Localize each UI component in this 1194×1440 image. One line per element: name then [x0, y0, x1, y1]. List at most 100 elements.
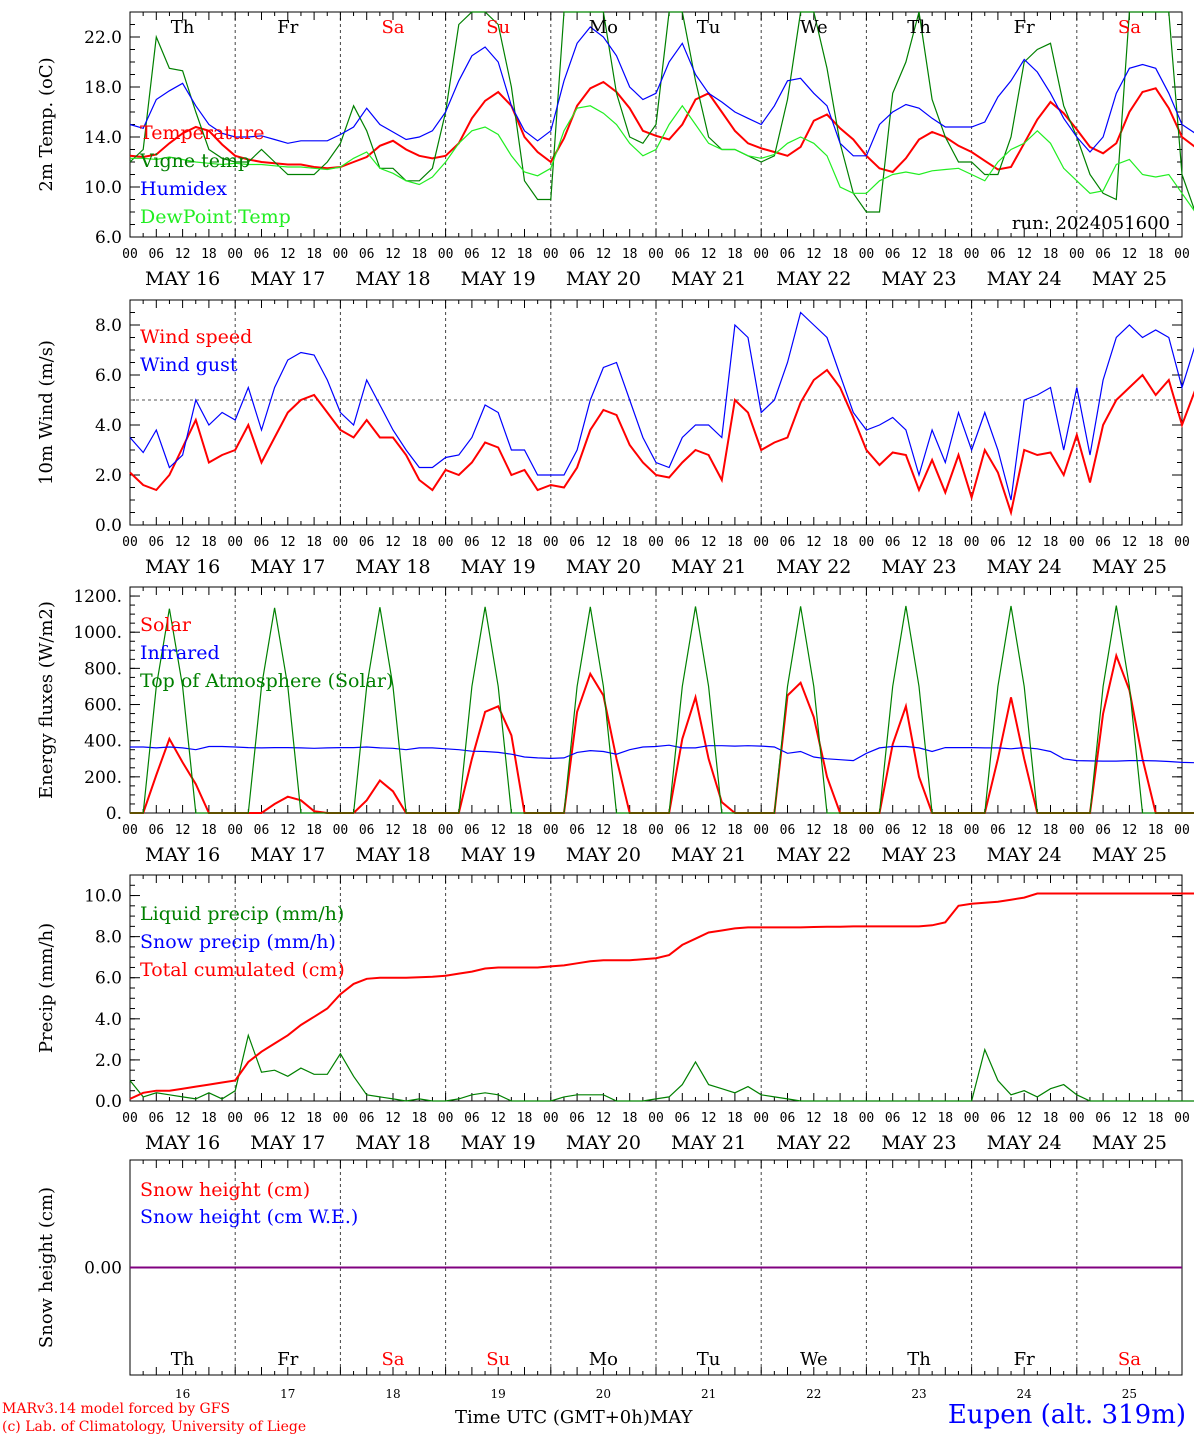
hour-label: 06 [885, 823, 901, 838]
date-label: MAY 24 [987, 1132, 1062, 1154]
legend-entry: Solar [140, 614, 192, 636]
hour-label: 18 [622, 823, 638, 838]
date-label: MAY 18 [355, 556, 430, 578]
weekday-label: Sa [1118, 1349, 1141, 1370]
date-label: MAY 20 [566, 268, 641, 290]
hour-label: 12 [911, 247, 927, 262]
hour-label: 18 [1043, 247, 1059, 262]
y-tick-label: 0.0 [95, 516, 122, 536]
weekday-label: Th [171, 17, 195, 38]
hour-label: 00 [227, 247, 243, 262]
hour-label: 18 [306, 1111, 322, 1126]
date-label: MAY 20 [566, 844, 641, 866]
hour-label: 06 [148, 247, 164, 262]
y-tick-label: 0.00 [84, 1259, 122, 1279]
hour-label: 06 [780, 1111, 796, 1126]
hour-label: 12 [1122, 823, 1138, 838]
hour-label: 00 [1069, 535, 1085, 550]
hour-label: 12 [911, 1111, 927, 1126]
y-tick-label: 10.0 [84, 887, 122, 907]
date-label: MAY 19 [461, 1132, 536, 1154]
y-tick-label: 22.0 [84, 28, 122, 48]
hour-label: 00 [1069, 247, 1085, 262]
weekday-label: Sa [1118, 17, 1141, 38]
date-label: MAY 22 [776, 268, 851, 290]
y-axis-label: 2m Temp. (oC) [36, 57, 57, 191]
hour-label: 00 [753, 823, 769, 838]
y-tick-label: 600. [84, 696, 122, 716]
hour-label: 12 [1016, 1111, 1032, 1126]
series-line-wind-gust [129, 311, 1194, 501]
hour-label: 06 [569, 535, 585, 550]
day-number-label: 18 [385, 1387, 400, 1401]
y-tick-label: 2.0 [95, 466, 122, 486]
hour-label: 00 [1069, 1111, 1085, 1126]
hour-label: 12 [385, 1111, 401, 1126]
hour-label: 12 [596, 1111, 612, 1126]
date-label: MAY 21 [671, 844, 746, 866]
legend-entry: DewPoint Temp [140, 206, 291, 228]
weekday-label: We [800, 1349, 828, 1370]
hour-label: 18 [937, 247, 953, 262]
hour-label: 00 [859, 247, 875, 262]
hour-label: 06 [885, 1111, 901, 1126]
weekday-label: Th [171, 1349, 195, 1370]
series-line-humidex [129, 26, 1194, 157]
hour-label: 06 [148, 823, 164, 838]
hour-label: 06 [464, 1111, 480, 1126]
date-label: MAY 18 [355, 1132, 430, 1154]
hour-label: 00 [964, 1111, 980, 1126]
date-label: MAY 16 [145, 268, 220, 290]
hour-label: 00 [122, 823, 138, 838]
hour-label: 00 [543, 823, 559, 838]
hour-label: 12 [490, 1111, 506, 1126]
hour-label: 12 [385, 247, 401, 262]
hour-label: 00 [227, 535, 243, 550]
date-label: MAY 24 [987, 556, 1062, 578]
hour-label: 18 [1148, 535, 1164, 550]
hour-label: 12 [806, 535, 822, 550]
date-label: MAY 20 [566, 556, 641, 578]
y-tick-label: 10.0 [84, 178, 122, 198]
date-label: MAY 25 [1092, 1132, 1167, 1154]
date-label: MAY 17 [250, 1132, 325, 1154]
hour-label: 12 [701, 247, 717, 262]
weekday-label: Mo [589, 1349, 618, 1370]
series-line-vigne-temp [129, 11, 1194, 213]
date-label: MAY 19 [461, 844, 536, 866]
y-tick-label: 0.0 [95, 1092, 122, 1112]
hour-label: 00 [1069, 823, 1085, 838]
y-tick-label: 200. [84, 768, 122, 788]
hour-label: 06 [359, 535, 375, 550]
hour-label: 06 [1095, 823, 1111, 838]
weekday-label: Th [907, 17, 931, 38]
date-label: MAY 23 [881, 268, 956, 290]
y-tick-label: 0. [106, 804, 122, 824]
hour-label: 00 [1174, 247, 1190, 262]
date-label: MAY 19 [461, 556, 536, 578]
series-line-liquid-precip-mm-h- [129, 1033, 1194, 1102]
hour-label: 06 [359, 1111, 375, 1126]
y-tick-label: 6.0 [95, 366, 122, 386]
hour-label: 06 [1095, 247, 1111, 262]
day-number-label: 23 [911, 1387, 926, 1401]
credit-model: MARv3.14 model forced by GFS [2, 1401, 231, 1417]
hour-label: 06 [780, 535, 796, 550]
hour-label: 12 [490, 247, 506, 262]
weekday-label: Su [486, 1349, 510, 1370]
hour-label: 18 [306, 535, 322, 550]
hour-label: 00 [964, 535, 980, 550]
hour-label: 00 [438, 535, 454, 550]
weekday-label: Fr [277, 1349, 298, 1370]
hour-label: 18 [306, 823, 322, 838]
hour-label: 06 [359, 247, 375, 262]
hour-label: 12 [175, 535, 191, 550]
hour-label: 00 [964, 823, 980, 838]
legend-entry: Top of Atmosphere (Solar) [140, 670, 393, 692]
hour-label: 18 [201, 1111, 217, 1126]
hour-label: 00 [753, 247, 769, 262]
hour-label: 00 [648, 1111, 664, 1126]
legend-entry: Snow height (cm) [140, 1179, 310, 1201]
hour-label: 00 [859, 1111, 875, 1126]
hour-label: 00 [438, 823, 454, 838]
